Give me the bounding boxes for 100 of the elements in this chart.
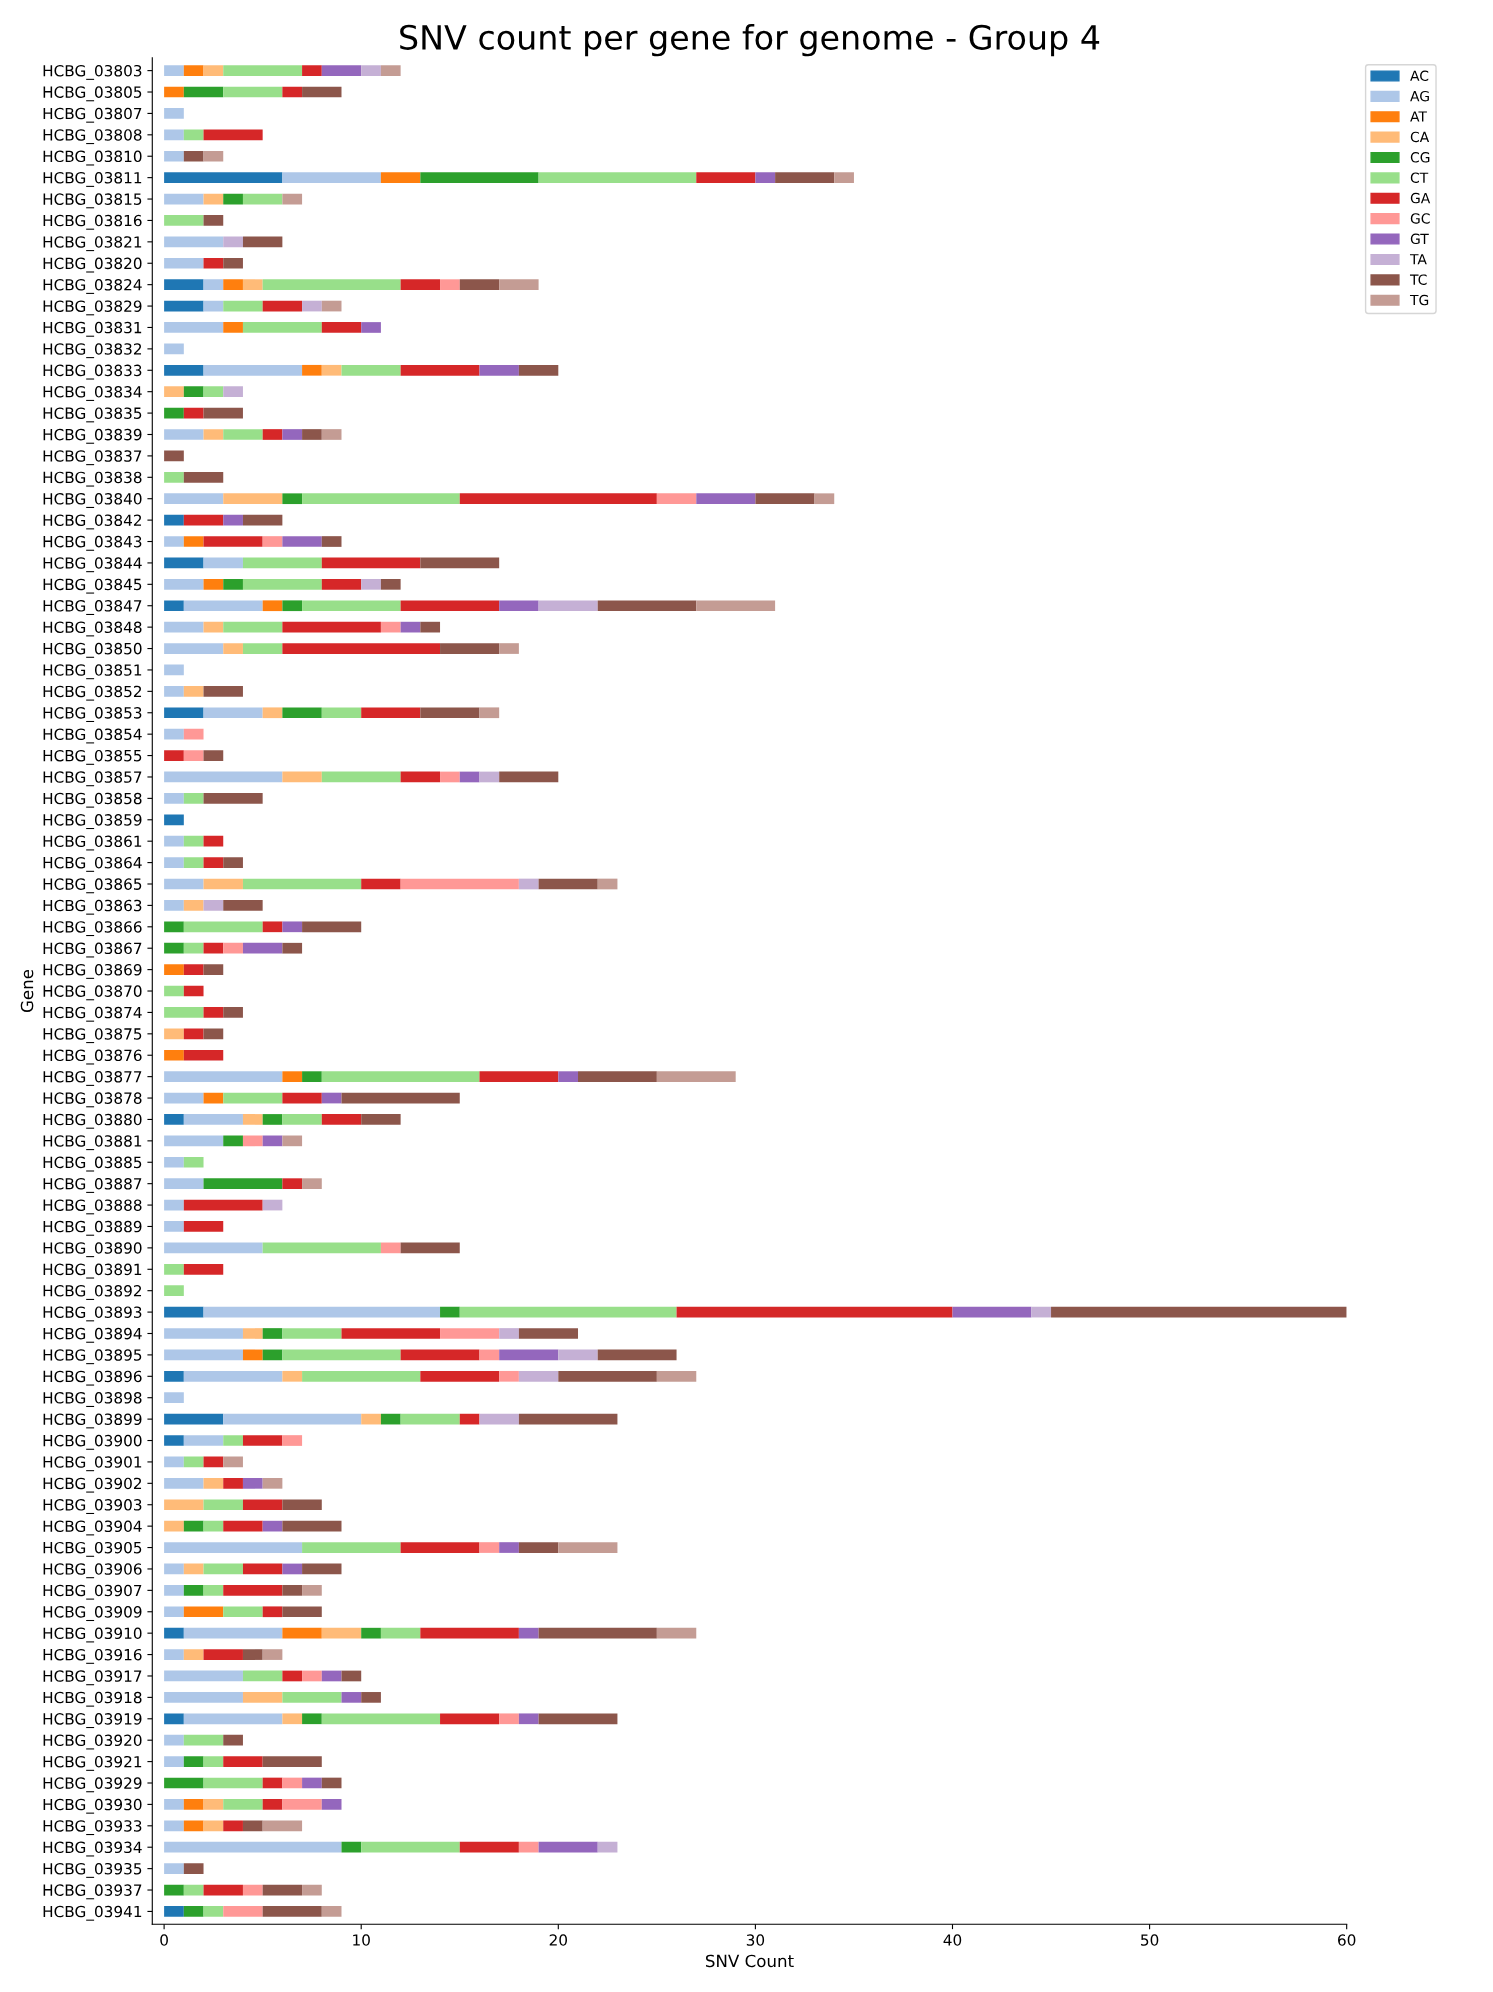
- bar: [302, 1713, 322, 1725]
- bar: [499, 279, 539, 291]
- bar: [1051, 1306, 1347, 1318]
- bar: [380, 172, 421, 183]
- bar: [538, 600, 598, 612]
- bar: [242, 878, 362, 890]
- bar: [400, 279, 441, 291]
- bar: [302, 86, 342, 98]
- bar: [518, 1841, 539, 1853]
- y-tick-label: HCBG_03843: [43, 535, 142, 551]
- bar: [164, 1713, 184, 1725]
- bar: [203, 857, 224, 868]
- y-tick-label: HCBG_03863: [43, 899, 142, 915]
- bar: [183, 1606, 224, 1618]
- y-tick-label: HCBG_03859: [43, 814, 142, 830]
- y-tick-label: HCBG_03904: [43, 1520, 142, 1536]
- bar: [321, 364, 342, 376]
- bar: [164, 1756, 184, 1767]
- bar: [242, 1670, 283, 1682]
- bar: [459, 493, 657, 505]
- legend-label: GT: [1410, 233, 1429, 245]
- y-tick-label: HCBG_03903: [43, 1499, 142, 1515]
- bar: [282, 1349, 401, 1361]
- bar: [656, 493, 697, 505]
- bar: [282, 1585, 303, 1596]
- bar: [203, 964, 224, 975]
- y-tick-label: HCBG_03878: [43, 1092, 142, 1108]
- y-axis-title: Gene: [20, 969, 34, 1013]
- bar: [518, 878, 539, 890]
- bar: [321, 1777, 342, 1789]
- bar: [164, 1028, 184, 1040]
- bar: [361, 1413, 381, 1425]
- bar: [223, 857, 243, 868]
- bar: [164, 364, 204, 376]
- bar: [203, 750, 224, 761]
- legend-label: GA: [1410, 192, 1431, 204]
- y-tick-label: HCBG_03899: [43, 1413, 142, 1429]
- bar: [282, 1370, 303, 1382]
- bar: [341, 1328, 441, 1339]
- bar: [696, 172, 756, 183]
- bar: [558, 1349, 598, 1361]
- bar: [164, 343, 184, 355]
- bar: [203, 1756, 224, 1767]
- bar: [321, 1092, 342, 1104]
- bar: [223, 1799, 263, 1810]
- bar: [282, 1520, 342, 1532]
- bar: [321, 707, 362, 719]
- bar: [282, 1135, 303, 1147]
- bar: [558, 1071, 579, 1082]
- bar: [203, 900, 224, 911]
- bar: [203, 1906, 224, 1917]
- bar: [223, 1585, 283, 1596]
- bar: [203, 1585, 224, 1596]
- y-tick-label: HCBG_03847: [43, 600, 142, 615]
- bar: [164, 450, 184, 462]
- x-tick-label: 10: [353, 1934, 370, 1946]
- bar: [183, 150, 204, 162]
- bar: [223, 236, 243, 248]
- y-tick-label: HCBG_03900: [43, 1434, 142, 1450]
- bar: [164, 279, 204, 291]
- bar: [282, 1435, 303, 1446]
- legend-label: AG: [1410, 90, 1429, 102]
- bar: [164, 86, 184, 98]
- bar: [223, 1456, 243, 1468]
- bar: [164, 728, 184, 740]
- x-tick-label: 0: [160, 1934, 168, 1946]
- bar: [164, 985, 184, 997]
- bar: [341, 1092, 460, 1104]
- y-tick-label: HCBG_03870: [43, 985, 142, 1001]
- bar: [203, 707, 263, 719]
- y-tick-label: HCBG_03902: [43, 1477, 142, 1493]
- legend-label: AT: [1410, 111, 1427, 122]
- bar: [164, 771, 283, 783]
- bar: [282, 1670, 303, 1682]
- bar: [380, 1627, 421, 1639]
- bar: [164, 193, 204, 205]
- bar: [242, 279, 263, 291]
- bar: [282, 1328, 342, 1339]
- bar: [242, 514, 283, 526]
- y-tick-label: HCBG_03853: [43, 707, 142, 723]
- bar: [420, 557, 500, 569]
- bar: [420, 621, 441, 633]
- bar: [183, 793, 204, 804]
- bar: [242, 1692, 283, 1703]
- bar: [164, 1884, 184, 1896]
- bar: [242, 557, 322, 569]
- bar: [203, 621, 224, 633]
- y-tick-label: HCBG_03845: [43, 578, 142, 594]
- bar: [597, 878, 618, 890]
- bar: [203, 793, 263, 804]
- bar: [164, 600, 184, 612]
- bar: [223, 1606, 263, 1618]
- y-tick-label: HCBG_03864: [43, 856, 142, 872]
- bar: [696, 493, 756, 505]
- y-tick-label: HCBG_03887: [43, 1177, 142, 1193]
- bar: [499, 1328, 519, 1339]
- bar: [183, 1156, 204, 1168]
- bar: [164, 215, 204, 226]
- bar: [183, 857, 204, 868]
- bar: [262, 1820, 303, 1832]
